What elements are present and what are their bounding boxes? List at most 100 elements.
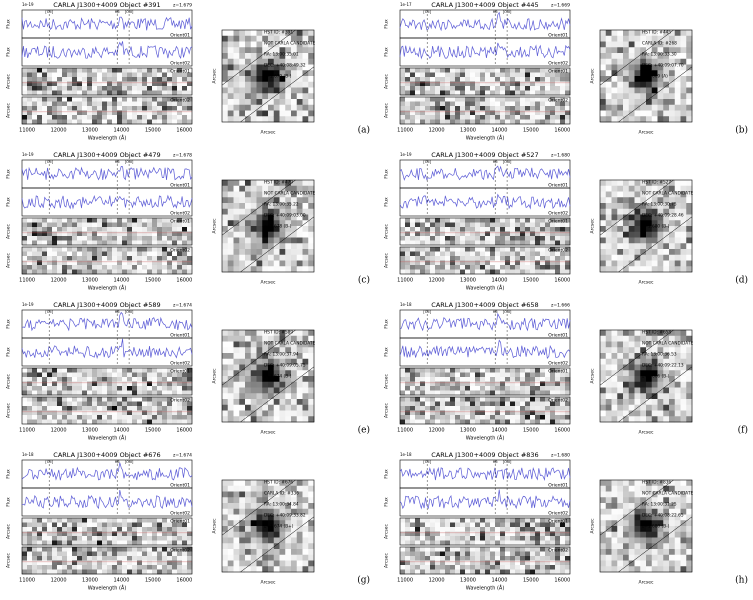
pixel — [97, 251, 103, 257]
pixel — [32, 551, 38, 557]
pixel — [680, 53, 687, 60]
pixel — [167, 536, 173, 541]
pixel — [112, 522, 118, 528]
pixel — [233, 53, 240, 60]
pixel — [62, 381, 68, 387]
pixel — [535, 377, 541, 382]
pixel — [97, 406, 103, 411]
pixel — [520, 218, 526, 223]
pixel — [617, 260, 624, 267]
pixel — [245, 185, 252, 192]
pixel — [162, 218, 168, 223]
pixel — [162, 110, 168, 116]
pixel — [97, 556, 103, 561]
pixel — [182, 86, 188, 91]
pixel — [663, 237, 670, 244]
x-tick-label: 13000 — [82, 578, 98, 584]
pixel — [227, 99, 234, 106]
pixel — [405, 390, 411, 396]
pixel — [57, 381, 63, 387]
pixel — [686, 249, 693, 256]
pixel — [245, 520, 252, 527]
pixel — [279, 480, 286, 487]
pixel — [122, 565, 128, 570]
pixel — [485, 86, 491, 91]
pixel — [600, 266, 607, 273]
pixel — [57, 547, 63, 552]
pixel — [470, 227, 476, 232]
pixel — [440, 110, 446, 116]
pixel — [651, 110, 658, 117]
pixel — [87, 119, 93, 125]
pixel — [605, 47, 612, 54]
pixel — [308, 220, 315, 227]
pixel — [634, 214, 641, 221]
pixel — [400, 101, 406, 107]
pixel — [545, 410, 551, 416]
pixel — [67, 377, 73, 382]
pixel — [565, 77, 571, 82]
pixel — [475, 415, 481, 420]
pixel — [550, 386, 556, 391]
pixel — [268, 485, 275, 492]
x-tick-label: 12000 — [429, 428, 445, 434]
pixel — [600, 99, 607, 106]
pixel — [22, 390, 28, 396]
pixel — [611, 266, 618, 273]
pixel — [674, 81, 681, 88]
pixel — [137, 251, 143, 257]
pixel — [233, 30, 240, 37]
pixel — [273, 399, 280, 406]
pixel — [279, 266, 286, 273]
pixel — [455, 372, 461, 378]
pixel — [669, 110, 676, 117]
pixel — [410, 269, 416, 275]
pixel — [440, 77, 446, 82]
pixel — [127, 415, 133, 420]
pixel — [455, 110, 461, 116]
y-label: Arcsec — [384, 374, 390, 389]
pixel — [415, 397, 421, 402]
pixel — [410, 236, 416, 241]
pixel — [565, 381, 571, 387]
pixel — [57, 247, 63, 252]
pixel — [67, 368, 73, 373]
pixel — [525, 419, 531, 425]
pixel — [520, 247, 526, 252]
pixel — [520, 101, 526, 107]
pixel — [132, 536, 138, 541]
pixel — [657, 185, 664, 192]
pixel — [127, 522, 133, 528]
pixel — [117, 377, 123, 382]
pixel — [475, 269, 481, 275]
pixel — [152, 368, 158, 373]
panel-letter: (d) — [735, 275, 748, 286]
pixel — [291, 191, 298, 198]
pixel — [460, 381, 466, 387]
pixel — [268, 358, 275, 365]
pixel — [560, 265, 566, 270]
pixel — [132, 540, 138, 546]
pixel — [250, 30, 257, 37]
pixel — [455, 381, 461, 387]
pixel — [565, 247, 571, 252]
pixel — [42, 377, 48, 382]
pixel — [634, 387, 641, 394]
pixel — [445, 227, 451, 232]
pixel — [485, 410, 491, 416]
pixel — [92, 565, 98, 570]
pixel — [420, 419, 426, 425]
pixel — [302, 185, 309, 192]
pixel — [67, 540, 73, 546]
panel-letter: (f) — [738, 425, 748, 436]
pixel — [72, 251, 78, 257]
pixel — [47, 251, 53, 257]
pixel — [605, 226, 612, 233]
pixel — [669, 254, 676, 261]
pixel — [420, 236, 426, 241]
pixel — [674, 180, 681, 187]
pixel — [167, 222, 173, 228]
pixel — [167, 390, 173, 396]
pixel — [273, 514, 280, 521]
pixel — [32, 90, 38, 96]
